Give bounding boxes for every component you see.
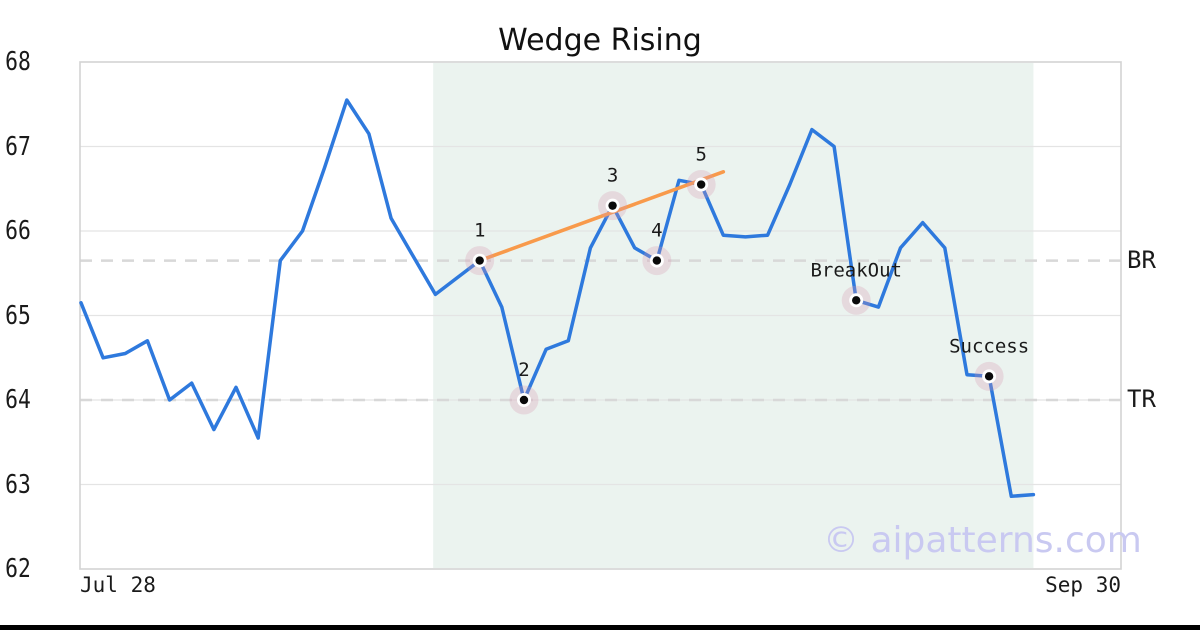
bottom-border-bar bbox=[0, 625, 1200, 630]
marker-label: BreakOut bbox=[810, 259, 902, 281]
marker-label: 1 bbox=[474, 220, 485, 242]
breakout-level-label: BR bbox=[1127, 245, 1156, 274]
x-axis-end-label: Sep 30 bbox=[1045, 573, 1121, 597]
marker-label: 3 bbox=[607, 165, 618, 187]
marker-label: 5 bbox=[695, 144, 706, 166]
y-axis-tick-label: 68 bbox=[5, 47, 31, 77]
target-level-label: TR bbox=[1127, 385, 1156, 413]
marker-dot bbox=[852, 296, 861, 305]
price-line bbox=[79, 98, 1036, 499]
y-axis-tick-label: 62 bbox=[5, 554, 31, 584]
marker-dot bbox=[519, 395, 529, 405]
x-axis-start-label: Jul 28 bbox=[80, 573, 156, 597]
y-axis-tick-label: 67 bbox=[5, 131, 31, 162]
marker-label: 4 bbox=[651, 220, 662, 242]
marker-dot bbox=[696, 180, 706, 189]
y-axis-tick-label: 63 bbox=[5, 469, 31, 500]
y-axis-tick-label: 66 bbox=[5, 216, 31, 246]
marker-dot bbox=[475, 256, 484, 265]
marker-label: 2 bbox=[518, 359, 529, 381]
marker-dot bbox=[608, 201, 617, 210]
plot-border bbox=[79, 61, 1122, 570]
watermark: © aipatterns.com bbox=[823, 520, 1142, 561]
chart-title: Wedge Rising bbox=[498, 23, 702, 58]
marker-label: Success bbox=[949, 335, 1029, 357]
wedge-trendline bbox=[477, 170, 726, 263]
y-axis-tick-label: 64 bbox=[5, 385, 31, 415]
marker-dot bbox=[652, 256, 662, 265]
marker-dot bbox=[984, 372, 994, 381]
y-axis-tick-label: 65 bbox=[5, 300, 31, 331]
